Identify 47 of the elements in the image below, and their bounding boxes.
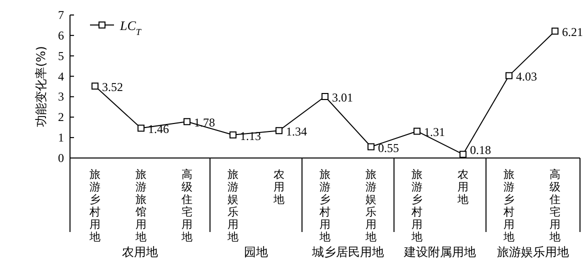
data-label: 1.34	[286, 124, 307, 139]
point	[138, 124, 144, 132]
x-tick-label: 旅游乡村用地	[318, 168, 330, 244]
text: 建设附属用地	[403, 245, 476, 259]
y-tick-label: 7	[58, 8, 64, 22]
x-tick-label: 旅游娱乐用地	[226, 168, 238, 244]
x-tick-label: 农用地	[456, 168, 468, 206]
data-label: 0.55	[378, 140, 399, 155]
y-tick-label: 3	[58, 90, 64, 104]
y-tick-label: 0	[58, 151, 64, 165]
y-tick-label: 6	[58, 28, 64, 42]
point	[92, 82, 98, 90]
legend-label: LC$_{T}$	[119, 18, 142, 37]
text: 园地	[244, 245, 268, 259]
x-tick-label: 旅游乡村用地	[88, 168, 100, 244]
data-label: 6.21	[562, 25, 583, 40]
y-tick-label: 5	[58, 48, 64, 63]
y-tick-label: 4	[58, 69, 64, 84]
x-tick-label: 高级住宅用地	[548, 168, 560, 244]
text: 城乡居民用地	[311, 245, 384, 259]
x-tick-label: 旅游旅馆用地	[134, 168, 146, 244]
point	[322, 93, 328, 100]
x-tick-label: 旅游乡村用地	[410, 168, 422, 244]
point	[552, 28, 558, 35]
data-label: 1.31	[424, 125, 445, 140]
x-tick-label: 旅游娱乐用地	[364, 168, 376, 244]
x-tick-label: 农用地	[272, 168, 284, 206]
y-tick-label: 2	[58, 110, 64, 124]
data-label: 4.03	[516, 70, 537, 84]
y-tick-label: 1	[58, 130, 64, 145]
text: 旅游娱乐用地	[497, 245, 569, 259]
point	[184, 118, 190, 126]
text: 农用地	[122, 245, 158, 259]
y-axis-title: 功能变化率(%)	[34, 46, 48, 127]
data-label: 3.52	[102, 80, 123, 94]
point	[414, 128, 420, 135]
x-tick-label: 旅游乡村用地	[502, 168, 514, 244]
point	[230, 131, 236, 138]
x-tick-label: 高级住宅用地	[180, 168, 192, 244]
point	[460, 150, 466, 158]
point	[276, 127, 282, 134]
data-label: 1.78	[194, 116, 215, 130]
data-label: 0.18	[470, 143, 491, 157]
point	[506, 72, 512, 80]
data-label: 1.46	[148, 122, 169, 136]
point	[368, 143, 374, 150]
data-label: 3.01	[332, 90, 353, 105]
